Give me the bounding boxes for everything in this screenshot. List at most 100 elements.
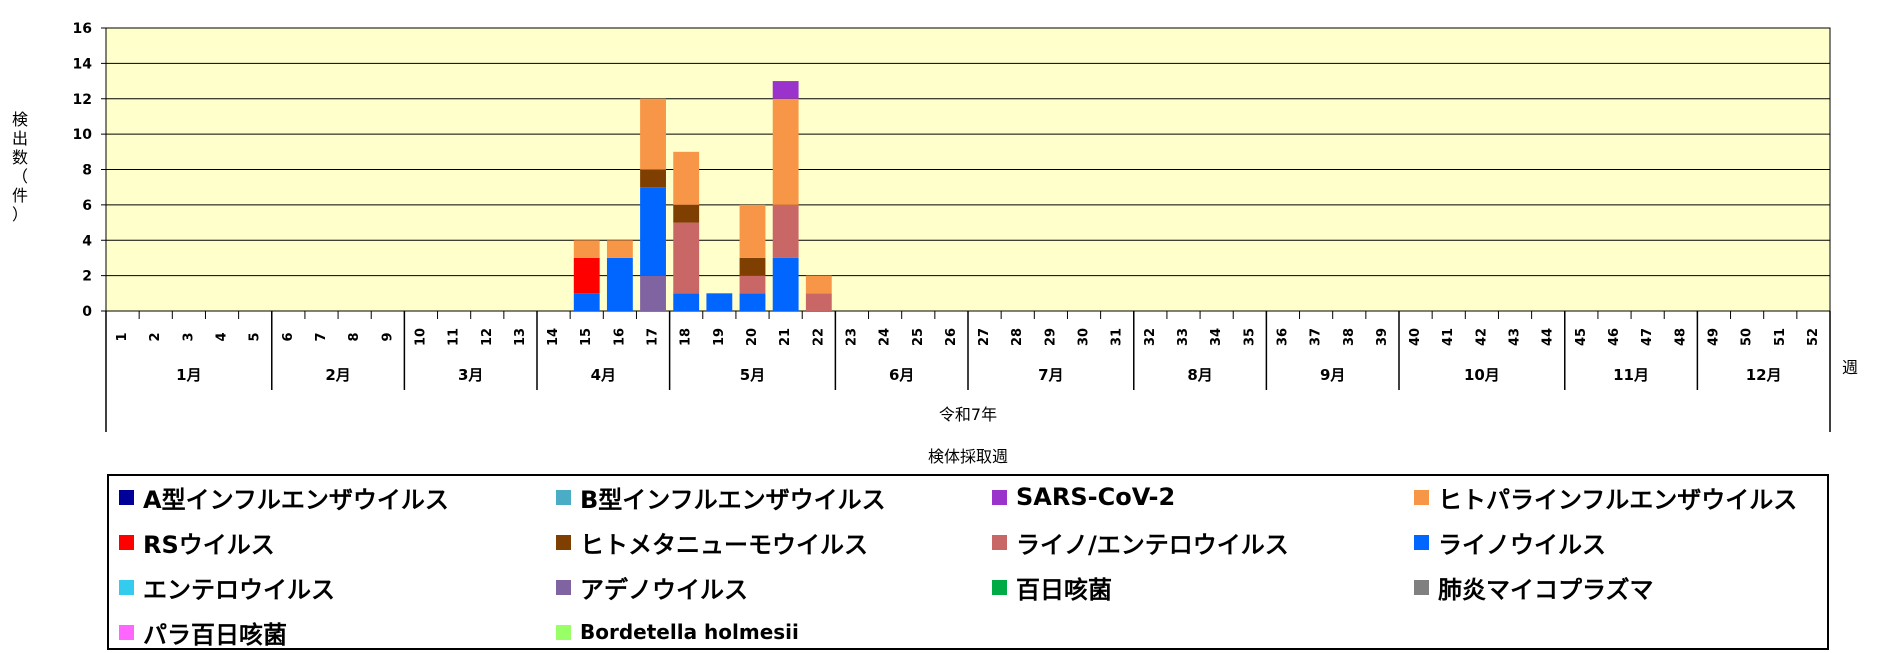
x-tick-label: 10 [413, 328, 428, 346]
x-tick-label: 32 [1143, 328, 1158, 346]
legend-swatch [1414, 534, 1429, 550]
y-tick-label: 8 [82, 163, 92, 179]
x-tick-label: 49 [1706, 328, 1721, 346]
legend-label: 肺炎マイコプラズマ [1438, 575, 1654, 604]
x-tick-label: 8 [347, 332, 362, 341]
bar-segment [805, 293, 832, 311]
legend-item: B型インフルエンザウイルス [556, 482, 886, 514]
bar-segment [673, 222, 700, 294]
x-tick-label: 47 [1640, 328, 1655, 346]
legend-swatch [556, 624, 571, 640]
x-tick-label: 45 [1574, 328, 1589, 346]
x-tick-label: 3 [181, 332, 196, 341]
x-tick-label: 11 [447, 328, 462, 346]
bar-segment [739, 204, 766, 258]
legend-label: ヒトメタニューモウイルス [580, 530, 868, 559]
legend-swatch [119, 534, 134, 550]
bar-segment [706, 293, 733, 311]
month-label: 6月 [889, 366, 914, 384]
bar-segment [640, 169, 666, 188]
month-label: 2月 [325, 366, 350, 384]
x-tick-label: 19 [712, 328, 727, 346]
x-tick-label: 12 [480, 328, 495, 346]
bar-segment [573, 240, 600, 258]
month-label: 7月 [1038, 366, 1063, 384]
x-tick-label: 22 [811, 328, 826, 346]
legend-item: Bordetella holmesii [556, 617, 799, 647]
x-tick-label: 50 [1740, 328, 1755, 346]
legend-swatch [556, 489, 571, 505]
month-label: 11月 [1613, 366, 1649, 384]
x-tick-label: 43 [1508, 328, 1523, 346]
legend-swatch [556, 579, 571, 595]
month-label: 5月 [740, 366, 765, 384]
x-tick-label: 44 [1541, 328, 1556, 346]
x-tick-label: 38 [1342, 328, 1357, 346]
bar-segment [606, 240, 633, 258]
y-tick-label: 2 [82, 269, 92, 285]
month-label: 8月 [1187, 366, 1212, 384]
legend-label: Bordetella holmesii [580, 620, 799, 644]
legend-label: A型インフルエンザウイルス [143, 485, 449, 514]
legend-label: 百日咳菌 [1016, 575, 1112, 604]
legend-item: ライノウイルス [1414, 527, 1606, 559]
x-tick-label: 42 [1474, 328, 1489, 346]
x-tick-label: 29 [1043, 328, 1058, 346]
x-tick-label: 35 [1242, 328, 1257, 346]
x-tick-label: 13 [513, 328, 528, 346]
y-tick-label: 16 [73, 21, 92, 37]
x-tick-label: 14 [546, 328, 561, 346]
x-tick-label: 16 [612, 328, 627, 346]
legend-item: パラ百日咳菌 [119, 617, 287, 649]
bar-segment [606, 257, 633, 311]
legend-label: エンテロウイルス [143, 575, 335, 604]
legend-label: ライノウイルス [1438, 530, 1606, 559]
legend-swatch [1414, 489, 1429, 505]
year-label: 令和7年 [939, 405, 997, 424]
legend-item: エンテロウイルス [119, 572, 335, 604]
x-tick-label: 20 [745, 328, 760, 346]
x-tick-label: 39 [1375, 328, 1390, 346]
x-tick-label: 26 [944, 328, 959, 346]
legend-item: 肺炎マイコプラズマ [1414, 572, 1654, 604]
legend-swatch [992, 534, 1007, 550]
x-tick-label: 51 [1773, 328, 1788, 346]
x-tick-label: 18 [679, 328, 694, 346]
bar-segment [739, 275, 766, 294]
bar-segment [772, 257, 799, 311]
y-tick-label: 14 [73, 56, 93, 72]
legend-label: B型インフルエンザウイルス [580, 485, 886, 514]
x-tick-label: 17 [646, 328, 661, 346]
x-tick-label: 7 [314, 332, 329, 341]
legend: A型インフルエンザウイルス B型インフルエンザウイルス SARS-CoV-2 ヒトパラ… [107, 474, 1829, 650]
x-tick-label: 15 [579, 328, 594, 346]
legend-swatch [119, 579, 134, 595]
x-tick-label: 25 [911, 328, 926, 346]
legend-swatch [1414, 579, 1429, 595]
x-tick-label: 4 [215, 332, 230, 341]
legend-label: RSウイルス [143, 530, 275, 559]
legend-item: A型インフルエンザウイルス [119, 482, 449, 514]
legend-swatch [556, 534, 571, 550]
x-tick-label: 28 [1010, 328, 1025, 346]
x-tick-label: 2 [148, 332, 163, 341]
legend-swatch [119, 489, 134, 505]
bar-segment [640, 187, 666, 276]
legend-item: 百日咳菌 [992, 572, 1112, 604]
bar-segment [673, 204, 700, 223]
legend-label: ライノ/エンテロウイルス [1016, 530, 1289, 559]
x-tick-label: 1 [115, 332, 130, 341]
bar-segment [805, 275, 832, 294]
legend-swatch [992, 579, 1007, 595]
x-tick-label: 37 [1309, 328, 1324, 346]
legend-item: RSウイルス [119, 527, 275, 559]
x-tick-label: 5 [248, 332, 263, 341]
bar-segment [739, 293, 766, 311]
bar-segment [739, 257, 766, 276]
y-tick-label: 6 [82, 198, 92, 214]
legend-label: パラ百日咳菌 [143, 620, 287, 649]
legend-label: SARS-CoV-2 [1016, 483, 1176, 511]
month-label: 9月 [1320, 366, 1345, 384]
y-axis-title: 検出数（件） [12, 110, 28, 224]
